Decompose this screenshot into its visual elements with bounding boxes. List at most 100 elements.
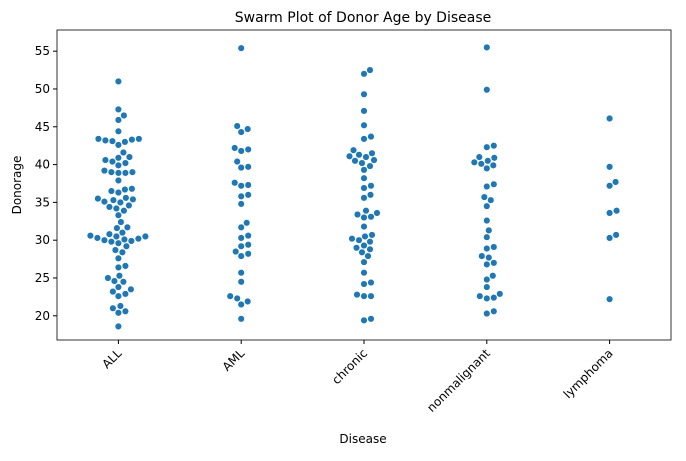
point xyxy=(114,176,122,185)
point xyxy=(358,248,366,256)
point xyxy=(114,141,122,149)
point xyxy=(114,127,122,135)
point xyxy=(483,216,491,225)
point xyxy=(231,144,239,152)
point xyxy=(485,226,493,234)
point xyxy=(86,232,94,240)
point xyxy=(112,204,120,212)
point xyxy=(120,235,128,243)
point xyxy=(127,237,135,245)
point xyxy=(351,157,359,165)
point xyxy=(114,211,122,219)
y-tick-label: 50 xyxy=(35,82,50,96)
point xyxy=(114,239,122,247)
point xyxy=(114,309,122,317)
point xyxy=(475,153,483,161)
point xyxy=(367,278,375,287)
point xyxy=(109,196,117,204)
point xyxy=(237,252,245,260)
point xyxy=(352,244,361,252)
point xyxy=(477,160,485,168)
point xyxy=(360,213,368,222)
point xyxy=(360,280,368,288)
x-tick-label: ALL xyxy=(99,346,124,371)
point xyxy=(135,135,143,143)
plot-frame xyxy=(56,29,672,341)
point xyxy=(478,252,486,260)
point xyxy=(490,307,498,315)
point xyxy=(360,223,368,231)
point xyxy=(367,213,375,221)
point xyxy=(141,232,149,240)
point xyxy=(94,195,102,203)
point xyxy=(114,283,122,291)
point xyxy=(490,154,498,162)
point xyxy=(237,223,245,231)
point xyxy=(606,234,614,242)
point xyxy=(367,292,375,300)
y-tick-label: 40 xyxy=(35,158,50,172)
point xyxy=(237,192,245,200)
point xyxy=(244,297,252,305)
point xyxy=(114,322,122,330)
point xyxy=(107,238,115,246)
point xyxy=(360,90,368,98)
point xyxy=(355,151,363,159)
point xyxy=(490,259,498,267)
point xyxy=(123,223,131,231)
point xyxy=(237,315,245,323)
point xyxy=(368,149,376,157)
point xyxy=(128,168,136,176)
y-tick-label: 20 xyxy=(35,309,50,323)
point xyxy=(237,128,245,136)
point xyxy=(243,219,251,227)
point xyxy=(116,302,124,310)
point xyxy=(121,159,129,167)
point xyxy=(121,138,129,146)
point xyxy=(483,275,491,284)
point xyxy=(606,295,614,303)
point xyxy=(237,269,245,277)
point xyxy=(116,198,124,206)
y-tick-label: 55 xyxy=(35,44,50,58)
point xyxy=(483,202,491,210)
point xyxy=(237,300,245,309)
point xyxy=(483,86,491,94)
point xyxy=(360,194,368,202)
point xyxy=(606,163,614,171)
x-tick-label: AML xyxy=(220,346,248,374)
point xyxy=(496,290,504,298)
point xyxy=(348,235,356,243)
point xyxy=(484,157,492,165)
point xyxy=(244,241,252,249)
point xyxy=(360,121,368,129)
y-tick-label: 45 xyxy=(35,120,50,134)
point xyxy=(125,201,133,209)
point xyxy=(113,224,121,232)
point xyxy=(483,164,491,172)
point xyxy=(100,236,108,244)
point xyxy=(490,243,498,251)
point xyxy=(366,245,374,253)
point xyxy=(353,210,362,219)
point xyxy=(244,125,252,133)
point xyxy=(114,189,122,197)
point xyxy=(104,274,112,282)
point xyxy=(121,290,129,298)
point xyxy=(115,272,123,280)
point xyxy=(360,166,368,174)
point xyxy=(107,187,115,195)
point xyxy=(483,182,491,191)
point xyxy=(360,292,368,300)
point xyxy=(483,244,491,253)
point xyxy=(226,292,234,300)
point xyxy=(117,218,125,226)
point xyxy=(367,182,375,190)
point xyxy=(353,291,361,299)
point xyxy=(490,142,498,150)
point xyxy=(358,159,366,167)
point xyxy=(114,154,122,162)
point xyxy=(361,232,369,240)
